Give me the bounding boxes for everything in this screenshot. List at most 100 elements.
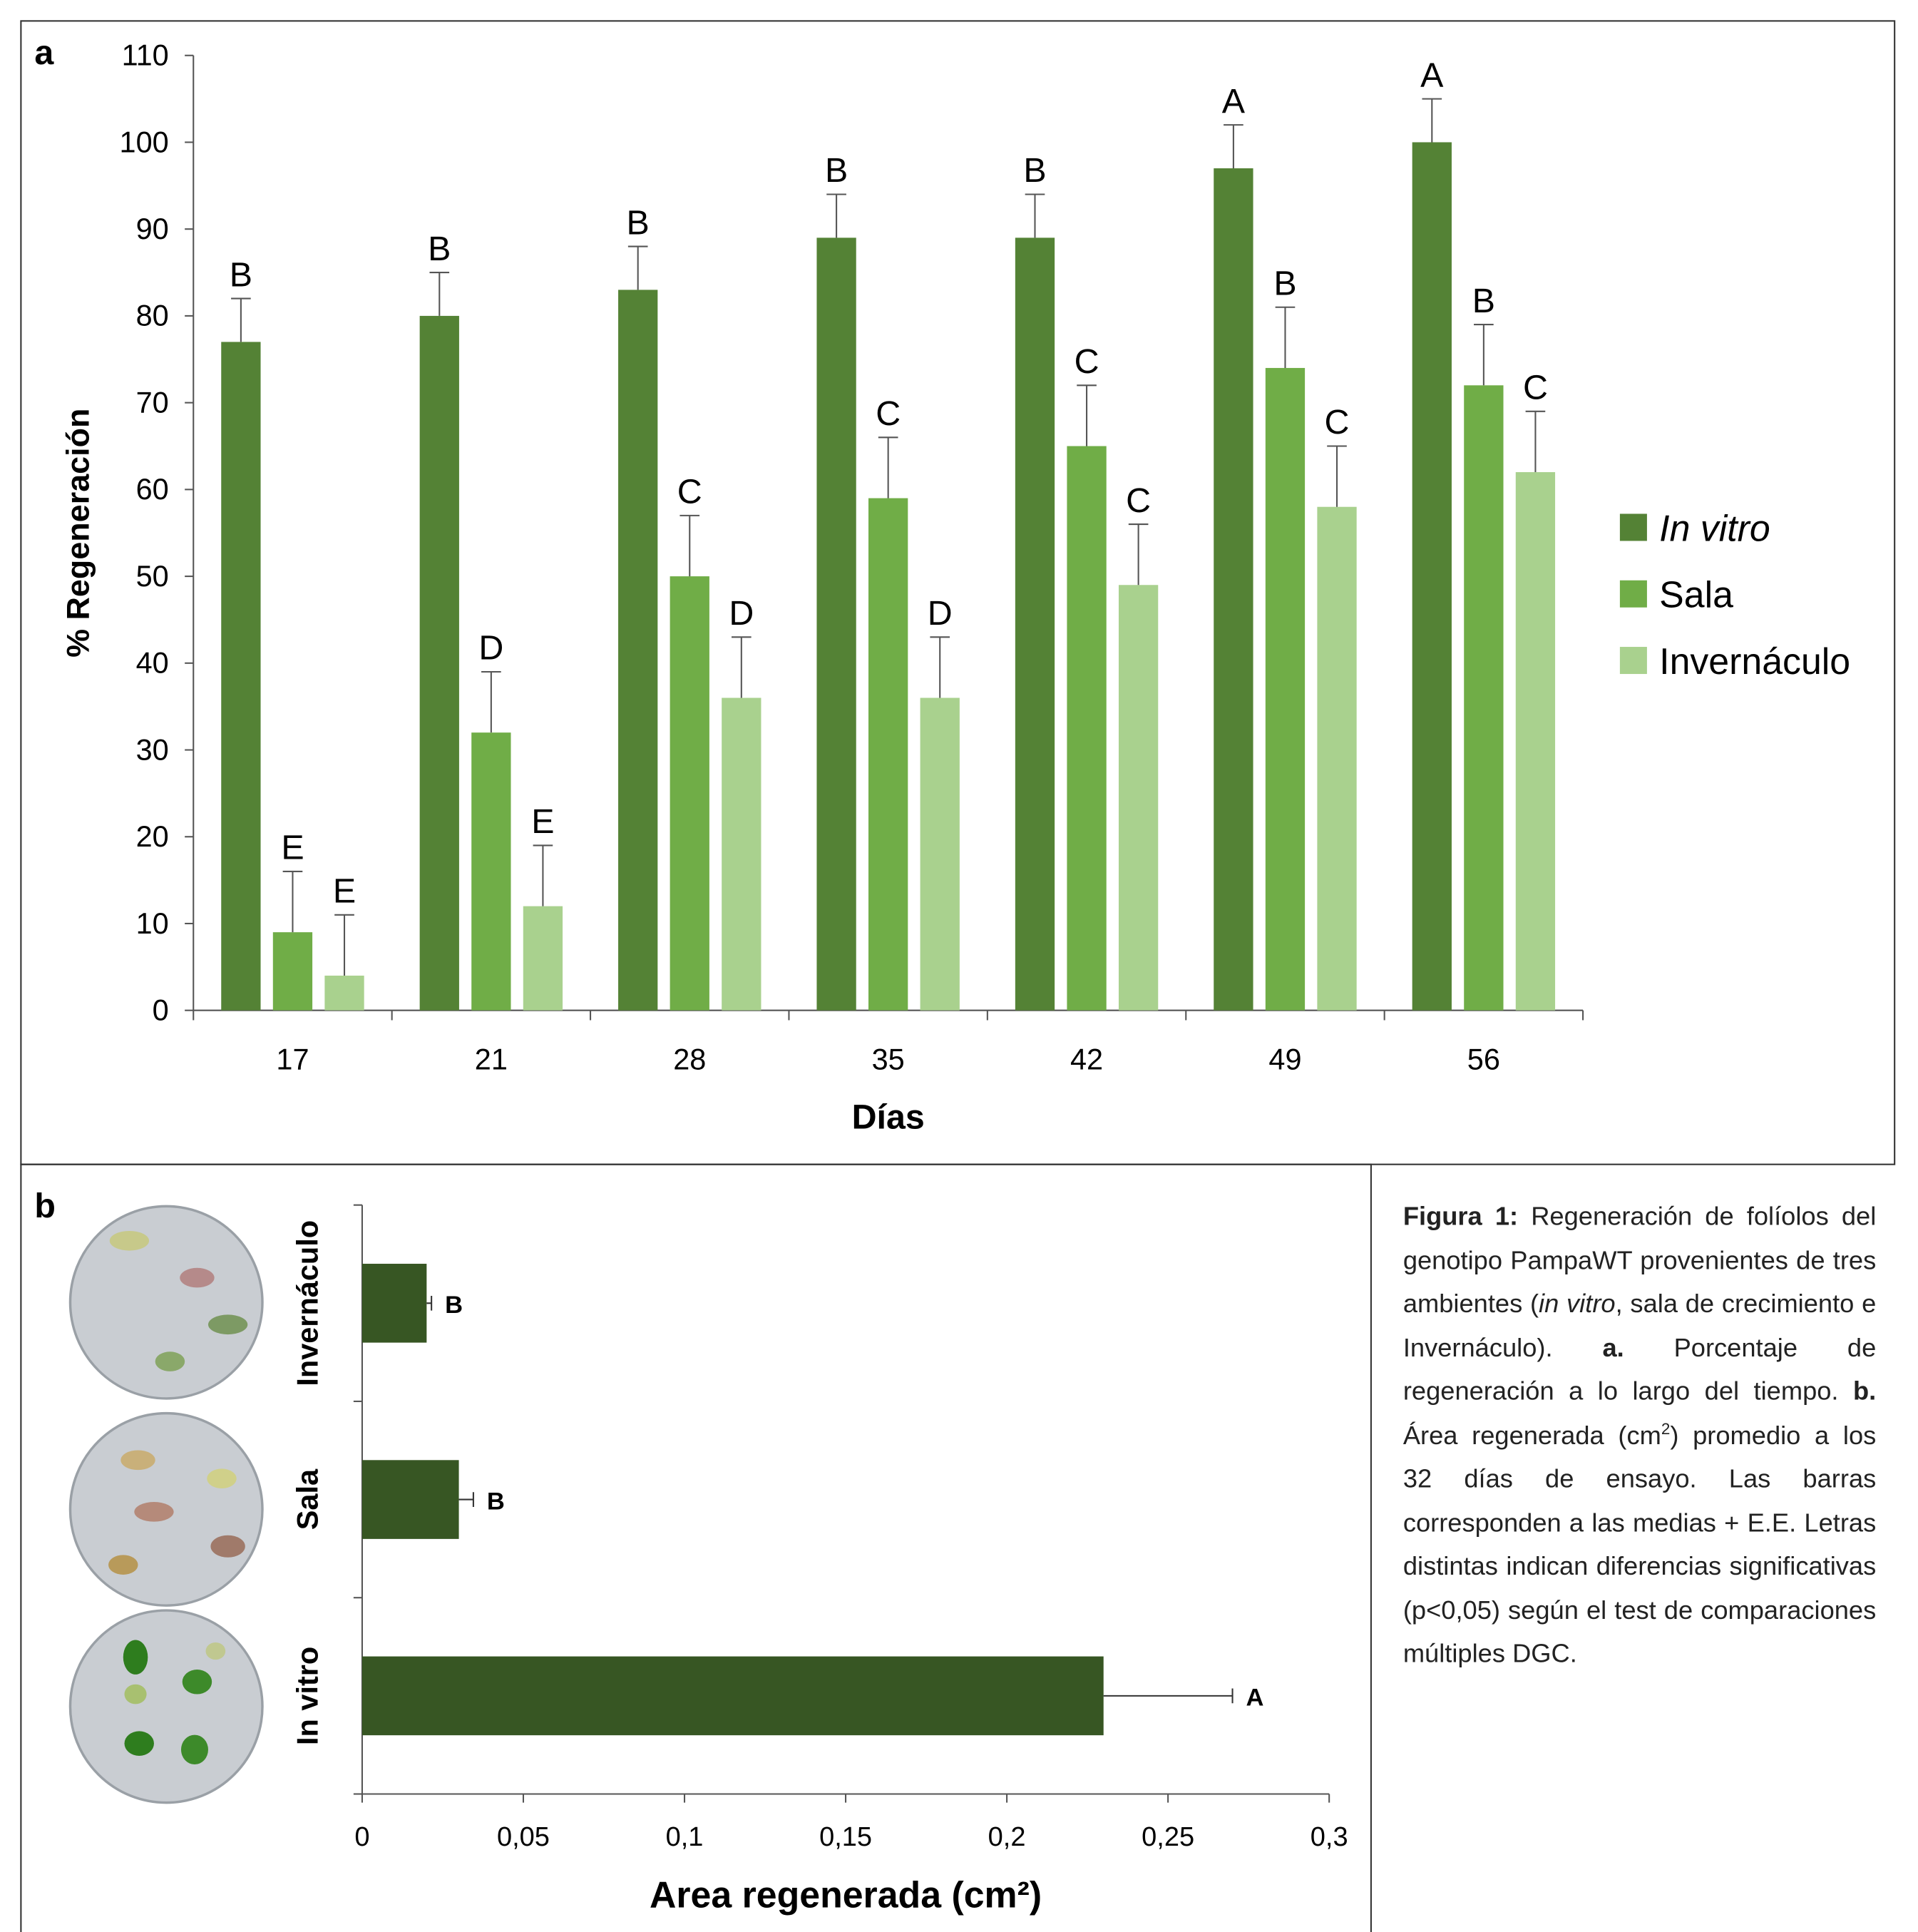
error-bar [334,915,354,976]
leaf [180,1268,214,1288]
leaf [108,1555,138,1575]
error-bar [1526,412,1546,472]
x-tick-label: 21 [475,1043,508,1076]
significance-letter: B [1273,264,1296,302]
significance-letter: B [1023,151,1046,190]
bar [1015,237,1055,1010]
x-tick-label: 0 [354,1822,369,1852]
caption-text: 2 [1661,1419,1670,1437]
leaf [207,1468,236,1488]
bar [1464,385,1503,1010]
plate [70,1610,262,1803]
bar [362,1460,459,1539]
significance-letter: B [230,255,252,294]
y-axis-title: % Regeneración [59,409,96,658]
x-tick-label: 35 [872,1043,905,1076]
x-tick-label: 17 [276,1043,309,1076]
bar [420,316,459,1011]
x-tick-label: 56 [1467,1043,1500,1076]
error-bar [628,247,648,290]
x-tick-label: 0,15 [819,1822,872,1852]
significance-letter: D [478,629,503,668]
caption-text: a. [1602,1334,1624,1362]
caption-text: Figura 1: [1403,1202,1518,1231]
significance-letter: E [531,802,554,841]
error-bar [732,637,752,697]
caption-text: in vitro [1539,1290,1616,1319]
significance-letter: B [627,203,650,242]
significance-letter: B [445,1292,463,1319]
leaf [134,1502,173,1522]
x-tick-label: 0,3 [1311,1822,1348,1852]
leaf [183,1670,212,1695]
leaf [206,1642,226,1660]
leaf [120,1450,155,1470]
significance-letter: A [1420,56,1444,94]
bar [722,697,761,1010]
bar [1119,585,1158,1010]
error-bar [429,272,449,316]
caption: Figura 1: Regeneración de folíolos del g… [1403,1195,1876,1677]
leaf [123,1640,148,1675]
bar [670,576,709,1011]
category-label: Sala [291,1468,324,1530]
y-tick-label: 20 [136,819,169,853]
error-bar [481,672,501,732]
y-tick-label: 10 [136,906,169,940]
x-tick-label: 0,2 [988,1822,1026,1852]
plate-photos [70,1206,262,1802]
error-bar [1474,324,1494,385]
x-tick-label: 28 [673,1043,706,1076]
x-axis-title: Días [852,1098,925,1137]
significance-letter: A [1246,1685,1264,1712]
error-bar [679,516,699,576]
significance-letter: B [428,230,451,268]
error-bar [283,872,303,932]
panel-label: b [34,1187,56,1225]
bar [362,1264,426,1343]
error-bar [426,1296,431,1311]
x-tick-label: 0,25 [1142,1822,1194,1852]
legend-label: Invernáculo [1659,640,1850,682]
legend-swatch [1620,647,1647,674]
leaf [124,1731,153,1756]
x-axis-title: Area regenerada (cm²) [650,1874,1042,1915]
y-tick-label: 70 [136,385,169,419]
bar [1412,142,1452,1010]
caption-box: Figura 1: Regeneración de folíolos del g… [1403,1195,1876,1861]
significance-letter: D [729,594,754,633]
figure: a b Figura 1: Regeneración de folíolos d… [0,0,1918,1932]
error-bar [1327,446,1347,506]
bar [816,237,856,1010]
bar [362,1657,1104,1736]
bar [523,906,563,1011]
y-tick-label: 80 [136,299,169,332]
leaf [181,1735,208,1764]
x-tick-label: 42 [1070,1043,1103,1076]
y-tick-label: 110 [122,39,169,72]
significance-letter: C [1126,481,1151,520]
significance-letter: B [487,1488,505,1515]
significance-letter: C [1075,342,1099,381]
error-bar [930,637,950,697]
legend-swatch [1620,513,1647,541]
y-tick-label: 100 [120,125,169,158]
significance-letter: C [1325,403,1350,441]
error-bar [533,845,553,906]
bar [1067,446,1106,1010]
leaf [110,1231,149,1251]
y-tick-label: 0 [153,993,169,1027]
error-bar [826,195,846,238]
leaf [208,1314,247,1334]
significance-letter: B [825,151,848,190]
panel-label: a [34,34,54,72]
bar [1214,168,1253,1011]
bar [920,697,960,1010]
leaf [210,1535,245,1558]
caption-text: Área regenerada (cm [1403,1421,1661,1450]
category-label: In vitro [291,1647,324,1745]
bar [1317,507,1356,1011]
error-bar [878,437,898,498]
x-tick-label: 0,05 [497,1822,550,1852]
significance-letter: C [1523,369,1548,407]
